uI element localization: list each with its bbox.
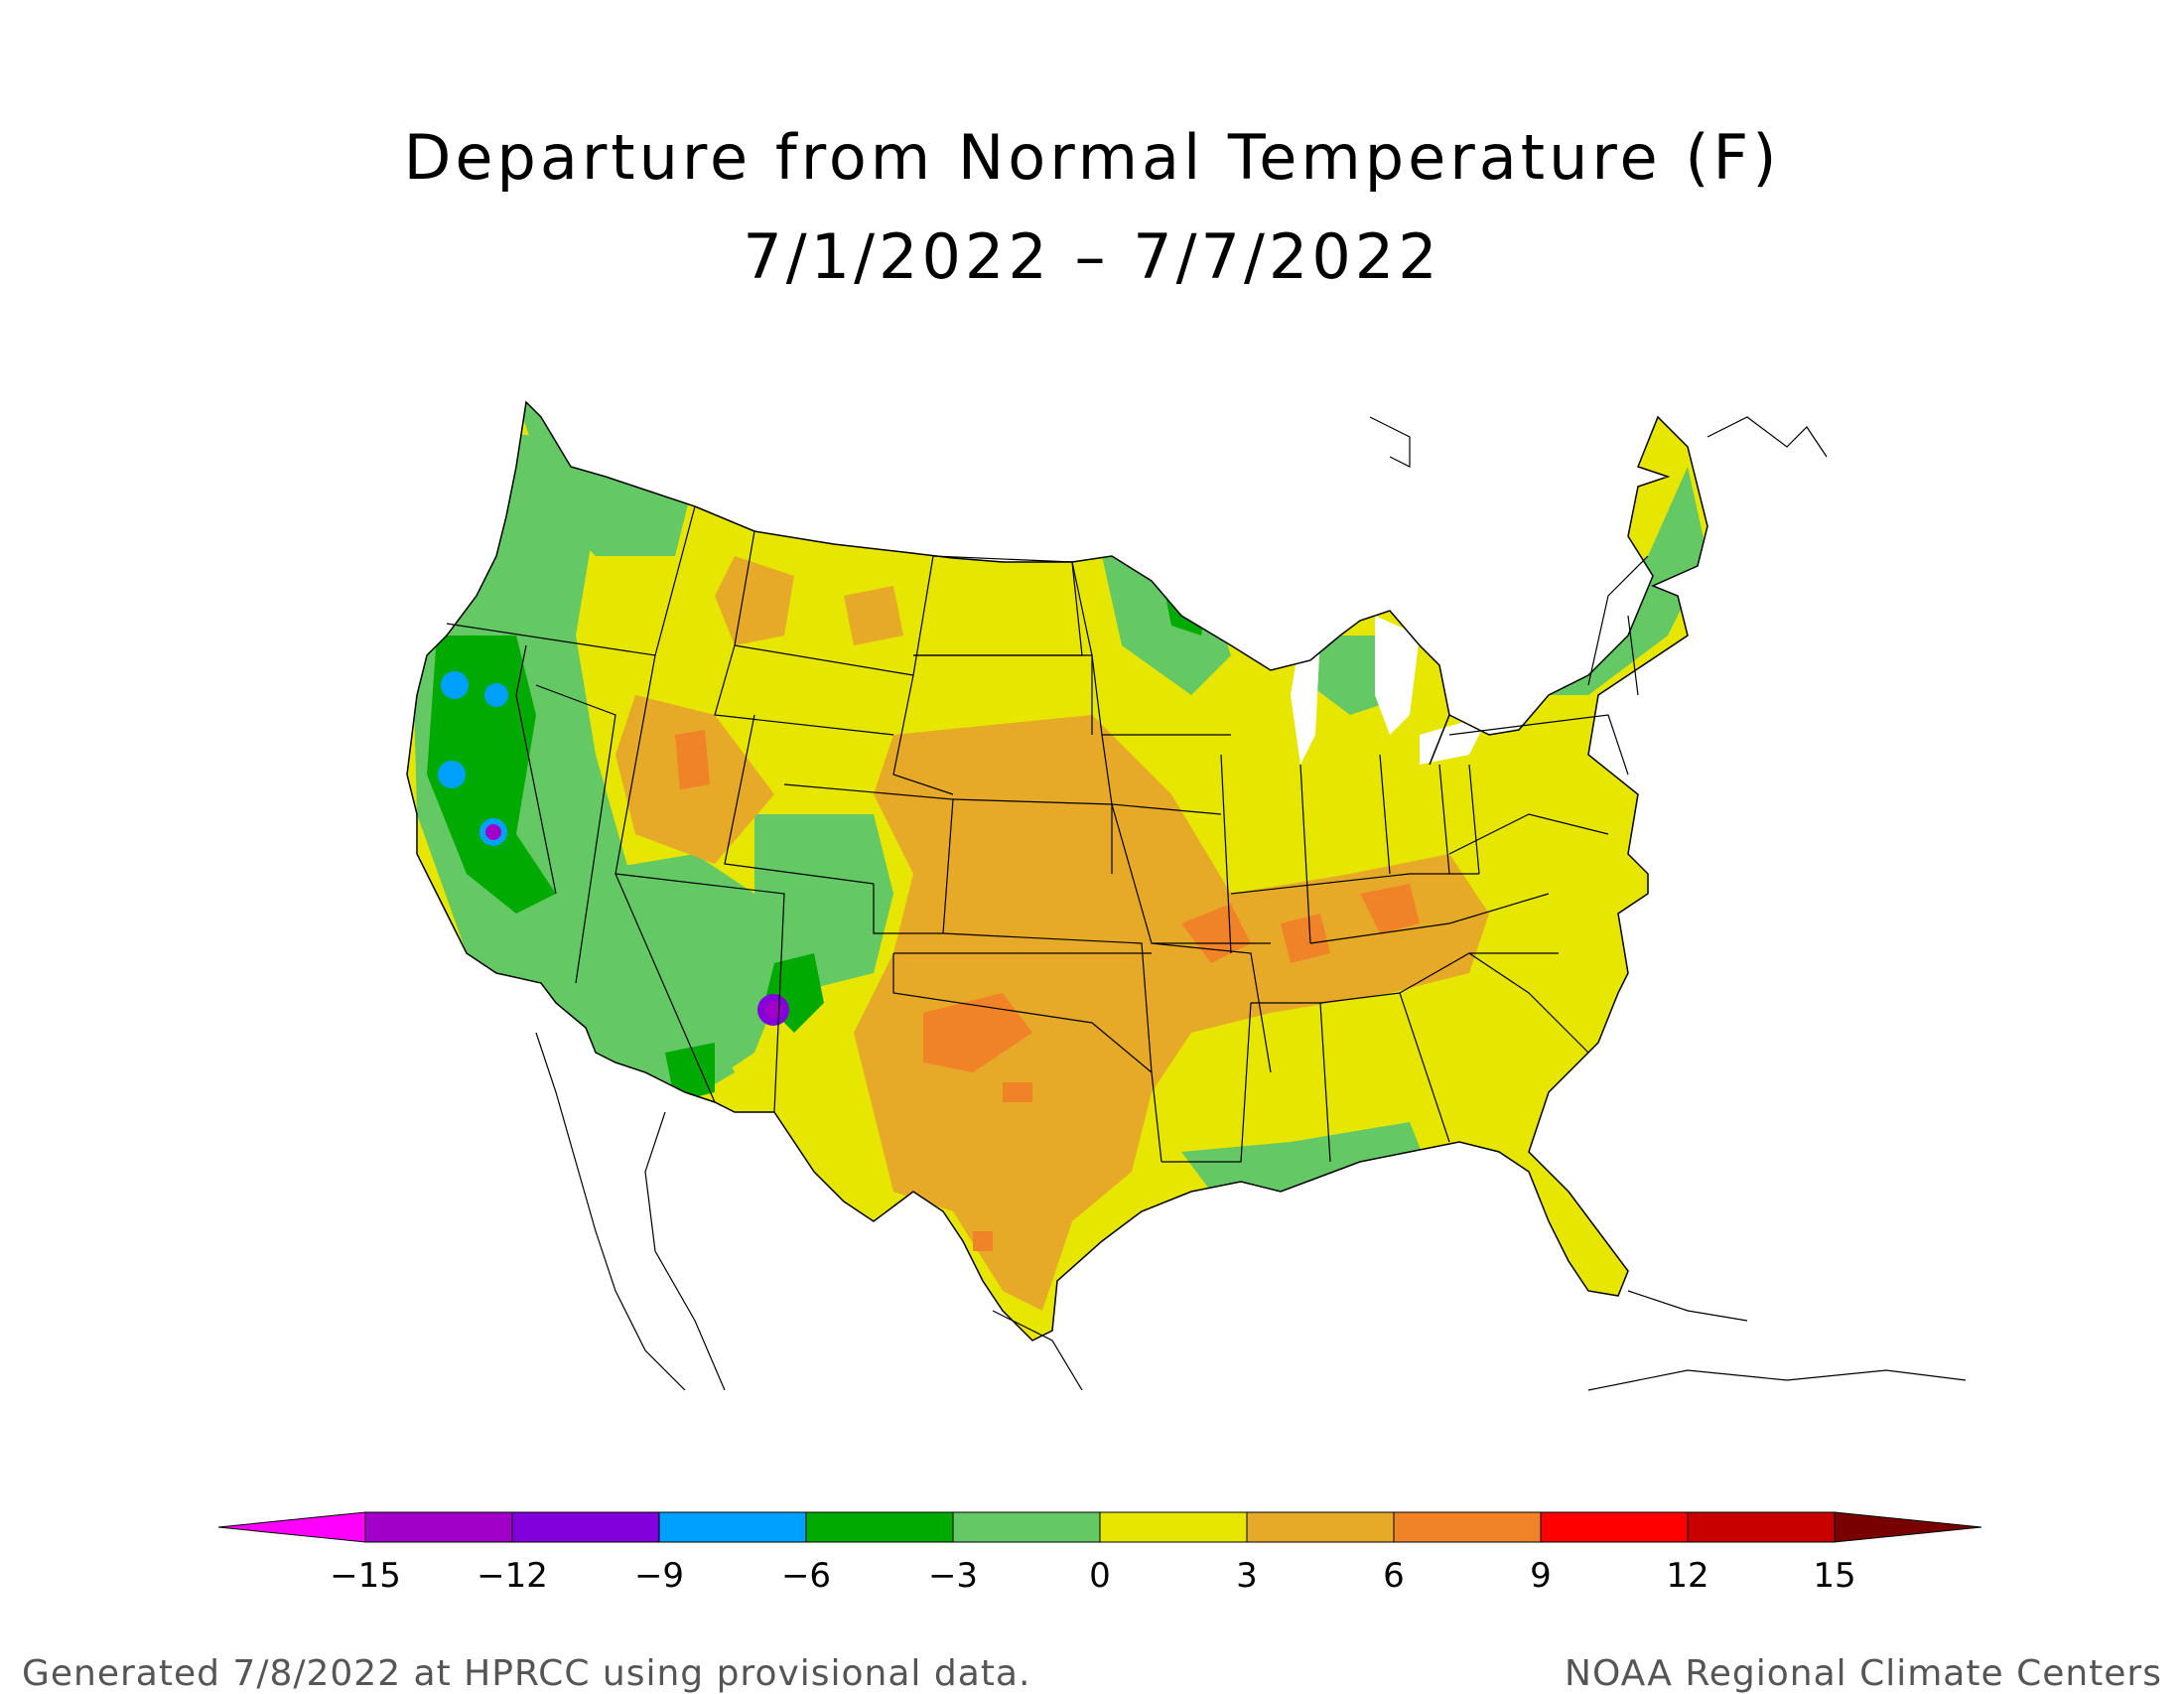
- legend-tick: −9: [634, 1556, 684, 1596]
- legend-bin-minus-12-minus-9: [511, 1511, 660, 1543]
- legend-bin-0-3: [1099, 1511, 1248, 1543]
- legend-bin-minus-3-0: [952, 1511, 1101, 1543]
- legend-bin-above-15: [1834, 1511, 1982, 1543]
- legend-bin-6-9: [1393, 1511, 1542, 1543]
- us-outline: [406, 400, 1708, 1341]
- legend-bin-minus-6-minus-3: [805, 1511, 954, 1543]
- legend-bin-3-6: [1246, 1511, 1395, 1543]
- legend-ticks: −15 −12 −9 −6 −3 0 3 6 9 12 15: [330, 1556, 1856, 1596]
- legend-tick: −15: [330, 1556, 401, 1596]
- legend-tick: 0: [1089, 1556, 1111, 1596]
- legend-bin-12-15: [1687, 1511, 1836, 1543]
- map-title: Departure from Normal Temperature (F): [403, 121, 1781, 194]
- legend-tick: 12: [1666, 1556, 1708, 1596]
- legend-tick: −6: [781, 1556, 831, 1596]
- legend-colorbar: [217, 1511, 1982, 1543]
- generation-note: Generated 7/8/2022 at HPRCC using provis…: [22, 1653, 1031, 1694]
- legend-tick: 6: [1383, 1556, 1405, 1596]
- legend-bin-minus-15-minus-12: [364, 1511, 513, 1543]
- legend-bin-minus-9-minus-6: [658, 1511, 807, 1543]
- legend-tick: −3: [928, 1556, 978, 1596]
- neighbor-coastlines: [535, 416, 1967, 1391]
- legend-bin-below-minus-15: [217, 1511, 366, 1543]
- anomaly-field: [407, 402, 1707, 1341]
- legend-tick: 9: [1530, 1556, 1552, 1596]
- legend-tick: −12: [477, 1556, 548, 1596]
- legend-bin-9-12: [1540, 1511, 1689, 1543]
- legend-tick: 15: [1813, 1556, 1855, 1596]
- date-range: 7/1/2022 – 7/7/2022: [743, 220, 1441, 293]
- source-credit: NOAA Regional Climate Centers: [1565, 1653, 2162, 1694]
- state-boundaries: [446, 505, 1649, 1163]
- legend-tick: 3: [1236, 1556, 1258, 1596]
